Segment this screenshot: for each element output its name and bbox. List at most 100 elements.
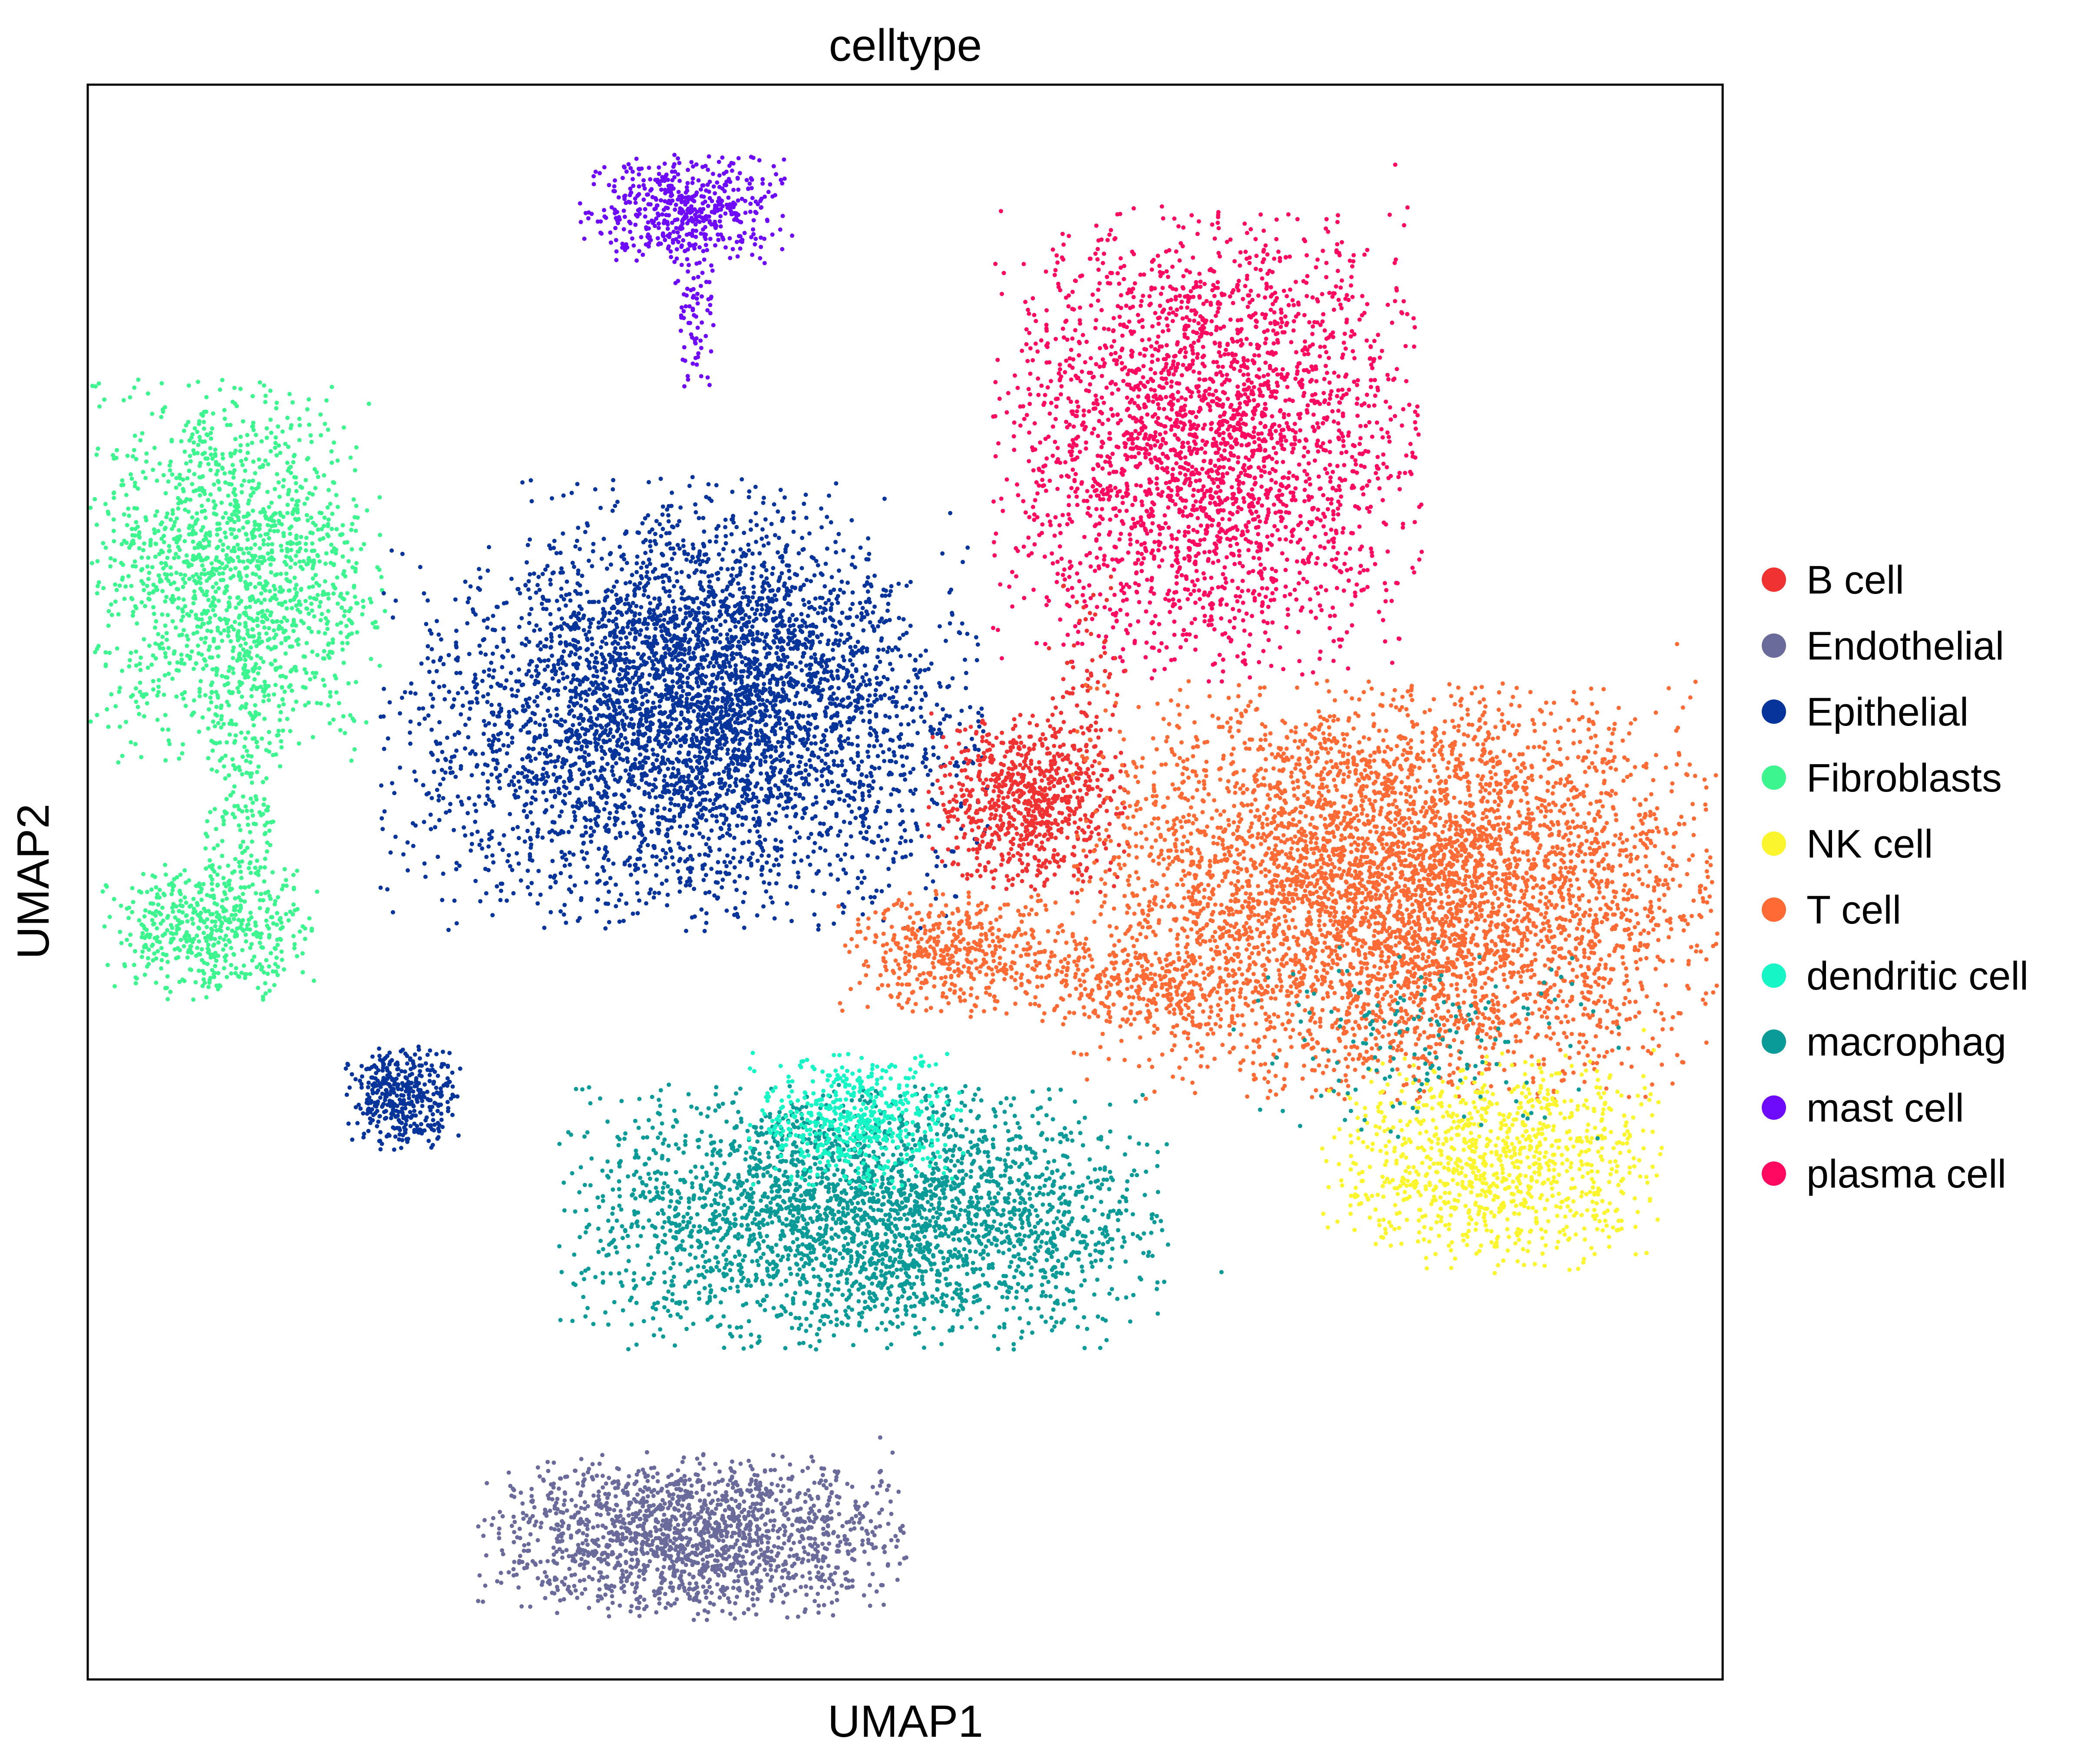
scatter-point (1395, 581, 1400, 585)
scatter-point (683, 304, 688, 309)
scatter-point (212, 506, 217, 510)
scatter-point (1212, 627, 1217, 632)
scatter-point (1145, 442, 1149, 446)
scatter-point (1322, 400, 1327, 404)
scatter-point (1170, 564, 1174, 568)
scatter-point (609, 241, 613, 245)
scatter-point (1247, 570, 1251, 574)
scatter-point (1179, 645, 1183, 650)
scatter-point (233, 449, 238, 453)
scatter-point (1171, 363, 1175, 367)
scatter-point (1056, 282, 1060, 286)
scatter-point (1270, 414, 1274, 419)
scatter-point (126, 574, 131, 578)
scatter-point (1184, 574, 1188, 579)
scatter-point (1395, 367, 1399, 371)
scatter-point (1210, 495, 1214, 500)
scatter-point (1215, 360, 1219, 364)
scatter-point (272, 636, 276, 640)
scatter-point (1039, 338, 1043, 343)
scatter-point (176, 587, 180, 591)
scatter-point (1189, 472, 1194, 477)
scatter-point (1373, 393, 1377, 398)
scatter-point (233, 498, 237, 502)
scatter-point (270, 662, 274, 666)
scatter-point (1336, 551, 1340, 555)
scatter-point (677, 161, 681, 165)
scatter-point (1264, 336, 1268, 341)
scatter-point (1306, 352, 1311, 356)
scatter-point (1280, 551, 1284, 555)
scatter-point (1350, 531, 1355, 535)
scatter-point (1251, 569, 1255, 573)
scatter-point (1210, 607, 1214, 611)
scatter-point (1311, 324, 1315, 329)
scatter-point (1147, 337, 1151, 342)
scatter-point (293, 576, 297, 580)
scatter-point (1175, 381, 1179, 386)
scatter-point (1083, 599, 1087, 604)
scatter-point (240, 490, 244, 495)
scatter-point (1230, 496, 1235, 501)
scatter-point (211, 608, 215, 612)
scatter-point (1120, 659, 1125, 663)
scatter-point (158, 577, 162, 582)
scatter-point (1220, 680, 1224, 684)
scatter-point (164, 655, 168, 659)
scatter-point (1212, 437, 1216, 441)
scatter-point (1261, 619, 1266, 623)
scatter-point (279, 544, 283, 548)
scatter-point (1189, 213, 1194, 218)
scatter-point (288, 565, 293, 570)
scatter-point (277, 729, 281, 733)
scatter-point (728, 208, 733, 213)
scatter-point (1361, 492, 1366, 497)
scatter-point (1191, 359, 1195, 363)
scatter-point (115, 647, 119, 651)
scatter-point (1315, 257, 1320, 262)
scatter-point (362, 542, 366, 546)
scatter-point (1147, 452, 1151, 456)
scatter-point (204, 663, 208, 668)
scatter-point (134, 663, 139, 668)
scatter-point (1113, 382, 1118, 386)
scatter-point (738, 234, 743, 238)
scatter-point (644, 225, 648, 230)
scatter-point (214, 512, 218, 517)
scatter-point (1350, 295, 1355, 299)
scatter-point (1330, 409, 1334, 413)
scatter-point (314, 573, 318, 577)
scatter-point (720, 235, 725, 240)
scatter-point (1298, 416, 1302, 420)
scatter-point (103, 502, 108, 506)
scatter-point (1002, 271, 1006, 275)
scatter-point (241, 647, 245, 652)
scatter-point (1294, 280, 1298, 284)
scatter-point (1314, 586, 1318, 590)
scatter-point (1269, 576, 1274, 581)
scatter-point (324, 551, 329, 556)
scatter-point (165, 631, 169, 635)
scatter-point (1139, 484, 1143, 488)
scatter-point (1245, 473, 1250, 477)
scatter-point (1183, 412, 1188, 417)
scatter-point (1267, 489, 1271, 493)
scatter-point (241, 526, 245, 530)
scatter-point (242, 478, 246, 483)
scatter-point (1273, 299, 1278, 303)
scatter-point (1405, 312, 1410, 317)
scatter-point (1075, 487, 1080, 491)
scatter-point (109, 692, 113, 696)
scatter-point (197, 553, 201, 557)
scatter-point (1313, 392, 1317, 396)
scatter-point (304, 641, 309, 645)
scatter-point (1095, 605, 1099, 609)
scatter-point (218, 617, 222, 621)
scatter-point (1195, 448, 1200, 452)
scatter-point (1134, 417, 1139, 422)
scatter-point (113, 600, 118, 604)
scatter-point (1058, 544, 1062, 549)
scatter-point (1152, 258, 1156, 262)
scatter-point (1031, 296, 1035, 300)
scatter-point (707, 220, 712, 224)
